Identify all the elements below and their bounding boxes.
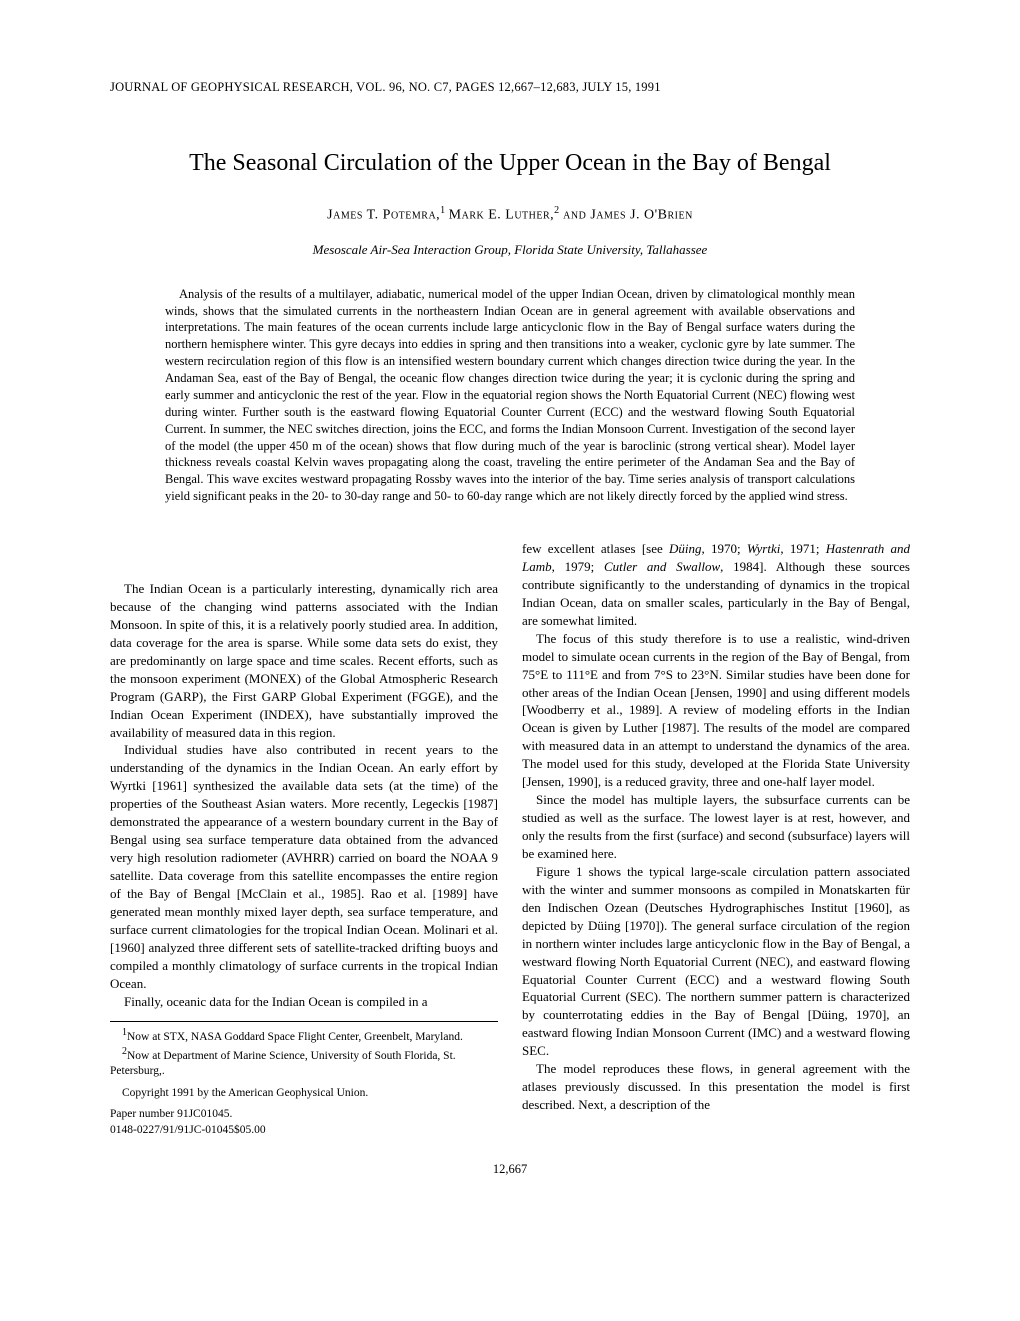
footnote-2: 2Now at Department of Marine Science, Un… [110, 1045, 498, 1080]
author-1-sup: 1 [440, 205, 445, 216]
issn: 0148-0227/91/91JC-01045$05.00 [110, 1123, 498, 1139]
body-para-6: Figure 1 shows the typical large-scale c… [522, 863, 910, 1060]
author-2: Mark E. Luther, [449, 208, 555, 223]
body-para-1: The Indian Ocean is a particularly inter… [110, 580, 498, 741]
footnote-2-text: Now at Department of Marine Science, Uni… [110, 1050, 456, 1078]
copyright: Copyright 1991 by the American Geophysic… [110, 1086, 498, 1102]
abstract: Analysis of the results of a multilayer,… [165, 286, 855, 505]
footnotes-block: 1Now at STX, NASA Goddard Space Flight C… [110, 1021, 498, 1139]
journal-header: JOURNAL OF GEOPHYSICAL RESEARCH, VOL. 96… [110, 80, 910, 95]
body-para-3a: Finally, oceanic data for the Indian Oce… [110, 993, 498, 1011]
page-number: 12,667 [110, 1162, 910, 1177]
footnote-1: 1Now at STX, NASA Goddard Space Flight C… [110, 1026, 498, 1045]
body-para-4: The focus of this study therefore is to … [522, 630, 910, 791]
body-para-3b: few excellent atlases [see Düing, 1970; … [522, 540, 910, 630]
author-3: James J. O'Brien [590, 208, 692, 223]
body-para-7: The model reproduces these flows, in gen… [522, 1060, 910, 1114]
body-columns: The Indian Ocean is a particularly inter… [110, 540, 910, 1138]
footnote-1-text: Now at STX, NASA Goddard Space Flight Ce… [127, 1030, 463, 1042]
affiliation: Mesoscale Air-Sea Interaction Group, Flo… [110, 242, 910, 258]
abstract-text: Analysis of the results of a multilayer,… [165, 286, 855, 505]
paper-number: Paper number 91JC01045. [110, 1107, 498, 1123]
body-para-5: Since the model has multiple layers, the… [522, 791, 910, 863]
authors-conj: and [559, 208, 590, 223]
paper-title: The Seasonal Circulation of the Upper Oc… [110, 150, 910, 177]
author-1: James T. Potemra, [327, 208, 440, 223]
body-para-2: Individual studies have also contributed… [110, 741, 498, 992]
authors-line: James T. Potemra,1 Mark E. Luther,2 and … [110, 205, 910, 224]
